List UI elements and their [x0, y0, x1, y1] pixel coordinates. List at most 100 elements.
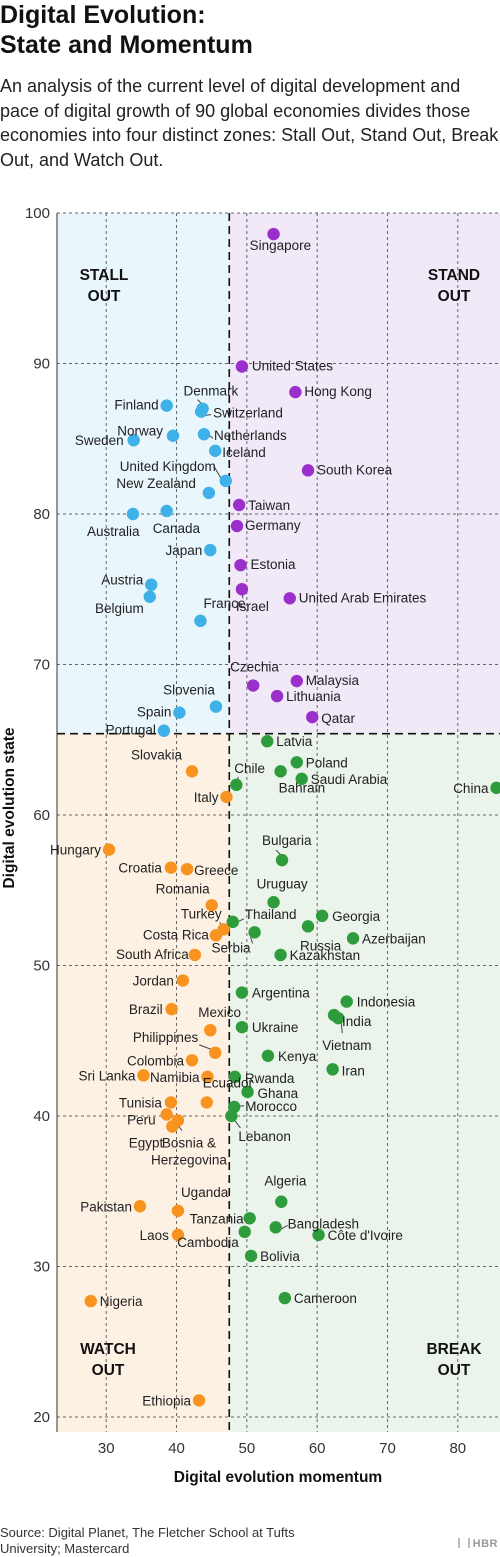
zone-label-break-out: OUT	[438, 1362, 471, 1379]
point-label: Germany	[245, 518, 301, 533]
point-label: Iceland	[222, 445, 266, 460]
point-label: Denmark	[184, 384, 239, 399]
point-break-out	[230, 778, 243, 792]
point-label: South Africa	[116, 947, 189, 962]
leader-line	[250, 937, 254, 944]
point-label: Cameroon	[294, 1291, 357, 1306]
zone-bg-watch-out	[57, 733, 230, 1432]
point-stand-out	[306, 710, 319, 724]
point-break-out	[274, 948, 287, 962]
y-tick-label: 30	[33, 1258, 50, 1275]
point-stand-out	[246, 679, 260, 692]
point-break-out	[490, 781, 500, 795]
point-stall-out	[160, 504, 173, 518]
leader-line	[213, 465, 222, 479]
zone-bg-stall-out	[57, 213, 230, 734]
leader-line	[233, 1119, 241, 1129]
y-tick-label: 50	[33, 957, 50, 974]
point-label: Slovenia	[163, 683, 215, 698]
point-break-out	[269, 1221, 282, 1234]
point-break-out	[332, 1011, 345, 1025]
point-stall-out	[209, 700, 223, 713]
point-break-out	[248, 926, 261, 939]
point-label: Norway	[117, 424, 163, 439]
point-label: Czechia	[230, 660, 279, 675]
point-break-out	[235, 986, 249, 999]
page-title: Digital Evolution: State and Momentum	[0, 0, 500, 60]
point-label: Costa Rica	[143, 927, 210, 942]
point-label: Kazakhstan	[290, 948, 361, 963]
point-stall-out	[197, 428, 211, 441]
point-label: Sweden	[75, 433, 124, 448]
point-label: South Korea	[317, 462, 393, 477]
point-stall-out	[157, 724, 171, 737]
point-label: New Zealand	[116, 476, 196, 491]
point-label: Kenya	[278, 1049, 317, 1064]
hbr-icon	[457, 1538, 470, 1548]
point-label: Ghana	[258, 1086, 299, 1101]
point-label: Côte d'Ivoire	[328, 1228, 403, 1243]
point-label: Pakistan	[80, 1199, 132, 1214]
point-watch-out	[171, 1228, 185, 1242]
point-watch-out	[176, 974, 190, 987]
zone-bg-break-out	[229, 733, 500, 1432]
point-label: Uganda	[181, 1185, 229, 1200]
zone-label-stall-out: STALL	[80, 267, 129, 284]
point-label: Ethiopia	[142, 1393, 191, 1408]
point-label: Azerbaijan	[362, 931, 426, 946]
zone-bg-stand-out	[229, 213, 500, 734]
point-break-out	[235, 1020, 249, 1034]
point-label: Israel	[236, 599, 269, 614]
zone-label-stall-out: OUT	[88, 288, 121, 305]
zone-label-watch-out: OUT	[92, 1362, 125, 1379]
point-label: Spain	[137, 705, 172, 720]
point-stall-out	[166, 429, 180, 442]
hbr-logo: HBR	[457, 1538, 498, 1550]
point-label: Finland	[114, 398, 158, 413]
point-label: Chile	[234, 761, 265, 776]
point-stall-out	[194, 614, 207, 628]
point-label: Indonesia	[357, 995, 416, 1010]
point-break-out	[290, 756, 303, 769]
point-label: Vietnam	[322, 1038, 371, 1053]
y-tick-label: 20	[33, 1409, 50, 1426]
point-break-out	[346, 932, 360, 945]
point-break-out	[226, 915, 239, 929]
point-break-out	[315, 909, 329, 923]
point-label: Greece	[194, 863, 238, 878]
point-label: Australia	[87, 524, 140, 539]
point-break-out	[274, 765, 287, 778]
x-tick-label: 80	[449, 1440, 466, 1457]
point-label: Taiwan	[248, 498, 290, 513]
threshold-lines	[57, 213, 500, 1432]
point-label: Namibia	[150, 1070, 200, 1085]
point-watch-out	[164, 1096, 178, 1109]
point-break-out	[243, 1212, 256, 1225]
point-watch-out	[137, 1069, 150, 1082]
point-stand-out	[235, 360, 249, 373]
point-label: Egypt	[129, 1135, 164, 1150]
source-note: Source: Digital Planet, The Fletcher Sch…	[0, 1525, 295, 1556]
x-tick-label: 30	[98, 1440, 115, 1457]
point-label: Bahrain	[279, 780, 326, 795]
point-stand-out	[232, 498, 246, 512]
leader-line	[199, 1044, 213, 1051]
point-label: Hungary	[50, 843, 101, 858]
point-stall-out	[209, 444, 222, 457]
point-watch-out	[209, 929, 223, 942]
data-points	[84, 227, 500, 1407]
point-label: Japan	[165, 543, 202, 558]
point-label: Turkey	[181, 906, 222, 921]
point-break-out	[340, 995, 353, 1008]
point-label: Tanzania	[190, 1211, 245, 1226]
leader-lines	[177, 399, 343, 1230]
point-stall-out	[126, 507, 140, 521]
point-break-out	[238, 1225, 251, 1239]
x-tick-label: 70	[379, 1440, 396, 1457]
leader-line	[340, 1022, 343, 1034]
x-tick-label: 40	[168, 1440, 185, 1457]
point-break-out	[275, 853, 289, 867]
point-stall-out	[173, 706, 186, 719]
point-stall-out	[204, 543, 217, 557]
